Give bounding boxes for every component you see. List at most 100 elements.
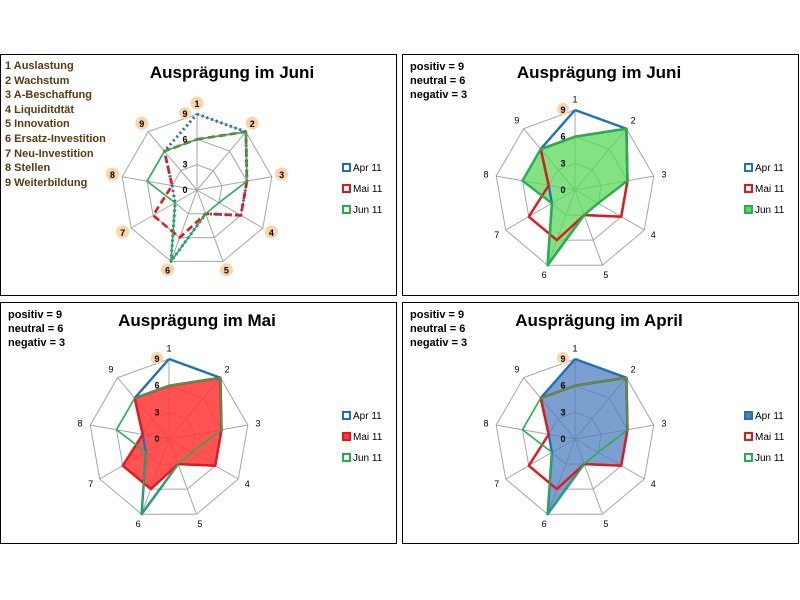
axis-label: 5	[603, 519, 608, 529]
tick-label: 9	[154, 354, 159, 364]
axis-highlight	[264, 225, 278, 239]
axis-label: 1	[166, 344, 171, 354]
chart-panel-mai-filled: positiv = 9 neutral = 6 negativ = 3 Ausp…	[0, 302, 397, 544]
stat-positiv: positiv = 9	[410, 61, 465, 73]
chart-panel-april-filled: positiv = 9 neutral = 6 negativ = 3 Ausp…	[402, 302, 799, 544]
series-line	[151, 130, 249, 239]
tick-highlight	[179, 107, 191, 119]
legend-swatch	[342, 411, 351, 420]
item-label: 5 Innovation	[5, 118, 70, 131]
legend-label: Apr 11	[353, 411, 382, 422]
axis-label: 2	[631, 116, 636, 126]
legend-swatch	[744, 205, 753, 214]
tick-label: 6	[560, 381, 565, 391]
tick-label: 6	[182, 134, 187, 144]
series-area	[540, 359, 628, 515]
legend-swatch	[342, 205, 351, 214]
tick-highlight	[557, 103, 569, 115]
grid-spoke	[122, 176, 198, 191]
legend-swatch	[744, 411, 753, 420]
grid-spoke	[196, 131, 247, 191]
tick-label: 3	[560, 407, 565, 417]
stat-negativ: negativ = 3	[410, 337, 468, 349]
legend-label: Apr 11	[755, 163, 784, 174]
legend-swatch	[744, 163, 753, 172]
axis-highlight	[161, 263, 175, 277]
stat-neutral: neutral = 6	[8, 323, 64, 335]
tick-label: 9	[560, 105, 565, 115]
axis-label: 7	[88, 479, 93, 489]
grid-spoke	[170, 189, 198, 262]
axis-label: 7	[494, 479, 499, 489]
stat-neutral: neutral = 6	[410, 323, 466, 335]
grid-spoke	[196, 176, 272, 191]
legend-label: Mai 11	[353, 184, 383, 195]
chart-title: Ausprägung im Juni	[516, 63, 682, 82]
legend-swatch	[342, 432, 351, 441]
axis-highlight	[135, 116, 149, 130]
series-line	[146, 131, 248, 263]
axis-label: 3	[255, 418, 260, 428]
axis-label: 6	[542, 519, 547, 529]
axis-label: 1	[572, 344, 577, 354]
axis-label: 1	[572, 95, 577, 105]
tick-label: 3	[154, 407, 159, 417]
chart-title: Ausprägung im April	[515, 311, 683, 330]
grid-spoke	[196, 189, 224, 262]
grid-spoke	[147, 131, 198, 191]
axis-label: 9	[139, 119, 144, 129]
legend-label: Mai 11	[755, 432, 785, 443]
legend-label: Mai 11	[353, 432, 383, 443]
grid-ring	[495, 358, 655, 515]
legend-swatch	[342, 453, 351, 462]
legend-label: Apr 11	[353, 163, 382, 174]
item-label: 9 Weiterbildung	[5, 176, 88, 189]
item-label: 6 Ersatz-Investition	[5, 132, 106, 145]
tick-label: 0	[560, 185, 565, 195]
series-area	[122, 377, 222, 490]
item-label: 8 Stellen	[5, 162, 51, 175]
axis-label: 8	[110, 170, 115, 180]
axis-label: 8	[483, 169, 488, 179]
chart-title: Ausprägung im Mai	[118, 311, 276, 330]
grid-ring	[171, 164, 223, 215]
legend-label: Jun 11	[353, 205, 383, 216]
tick-label: 9	[560, 354, 565, 364]
axis-label: 6	[165, 266, 170, 276]
tick-highlight	[151, 352, 163, 364]
stats-list: positiv = 9 neutral = 6 negativ = 3	[410, 308, 467, 350]
legend-swatch	[342, 163, 351, 172]
legend-swatch	[744, 453, 753, 462]
stat-positiv: positiv = 9	[8, 309, 63, 321]
axis-label: 3	[661, 169, 666, 179]
item-label: 7 Neu-Investition	[5, 147, 94, 160]
series-area	[522, 128, 628, 266]
item-label: 3 A-Beschaffung	[5, 89, 92, 102]
tick-label: 3	[560, 158, 565, 168]
axis-label: 9	[514, 116, 519, 126]
axis-label: 6	[136, 519, 141, 529]
axis-highlight	[245, 116, 259, 130]
axis-label: 8	[77, 418, 82, 428]
stats-list: positiv = 9 neutral = 6 negativ = 3	[410, 60, 467, 102]
legend-label: Jun 11	[755, 453, 785, 464]
axis-label: 9	[514, 365, 519, 375]
series-line	[162, 112, 249, 263]
grid-ring	[495, 109, 655, 266]
axis-label: 1	[194, 99, 199, 109]
tick-label: 3	[182, 160, 187, 170]
stat-positiv: positiv = 9	[410, 309, 465, 321]
axis-label: 2	[225, 365, 230, 375]
item-list: 1 Auslastung 2 Wachstum 3 A-Beschaffung …	[5, 59, 106, 190]
grid-spoke	[196, 189, 264, 229]
axis-label: 5	[197, 519, 202, 529]
item-label: 1 Auslastung	[5, 60, 74, 72]
axis-highlight	[219, 263, 233, 277]
axis-label: 2	[631, 365, 636, 375]
axis-label: 4	[651, 230, 656, 240]
legend-swatch	[744, 184, 753, 193]
chart-panel-juni-lines: 1 Auslastung 2 Wachstum 3 A-Beschaffung …	[0, 54, 397, 296]
